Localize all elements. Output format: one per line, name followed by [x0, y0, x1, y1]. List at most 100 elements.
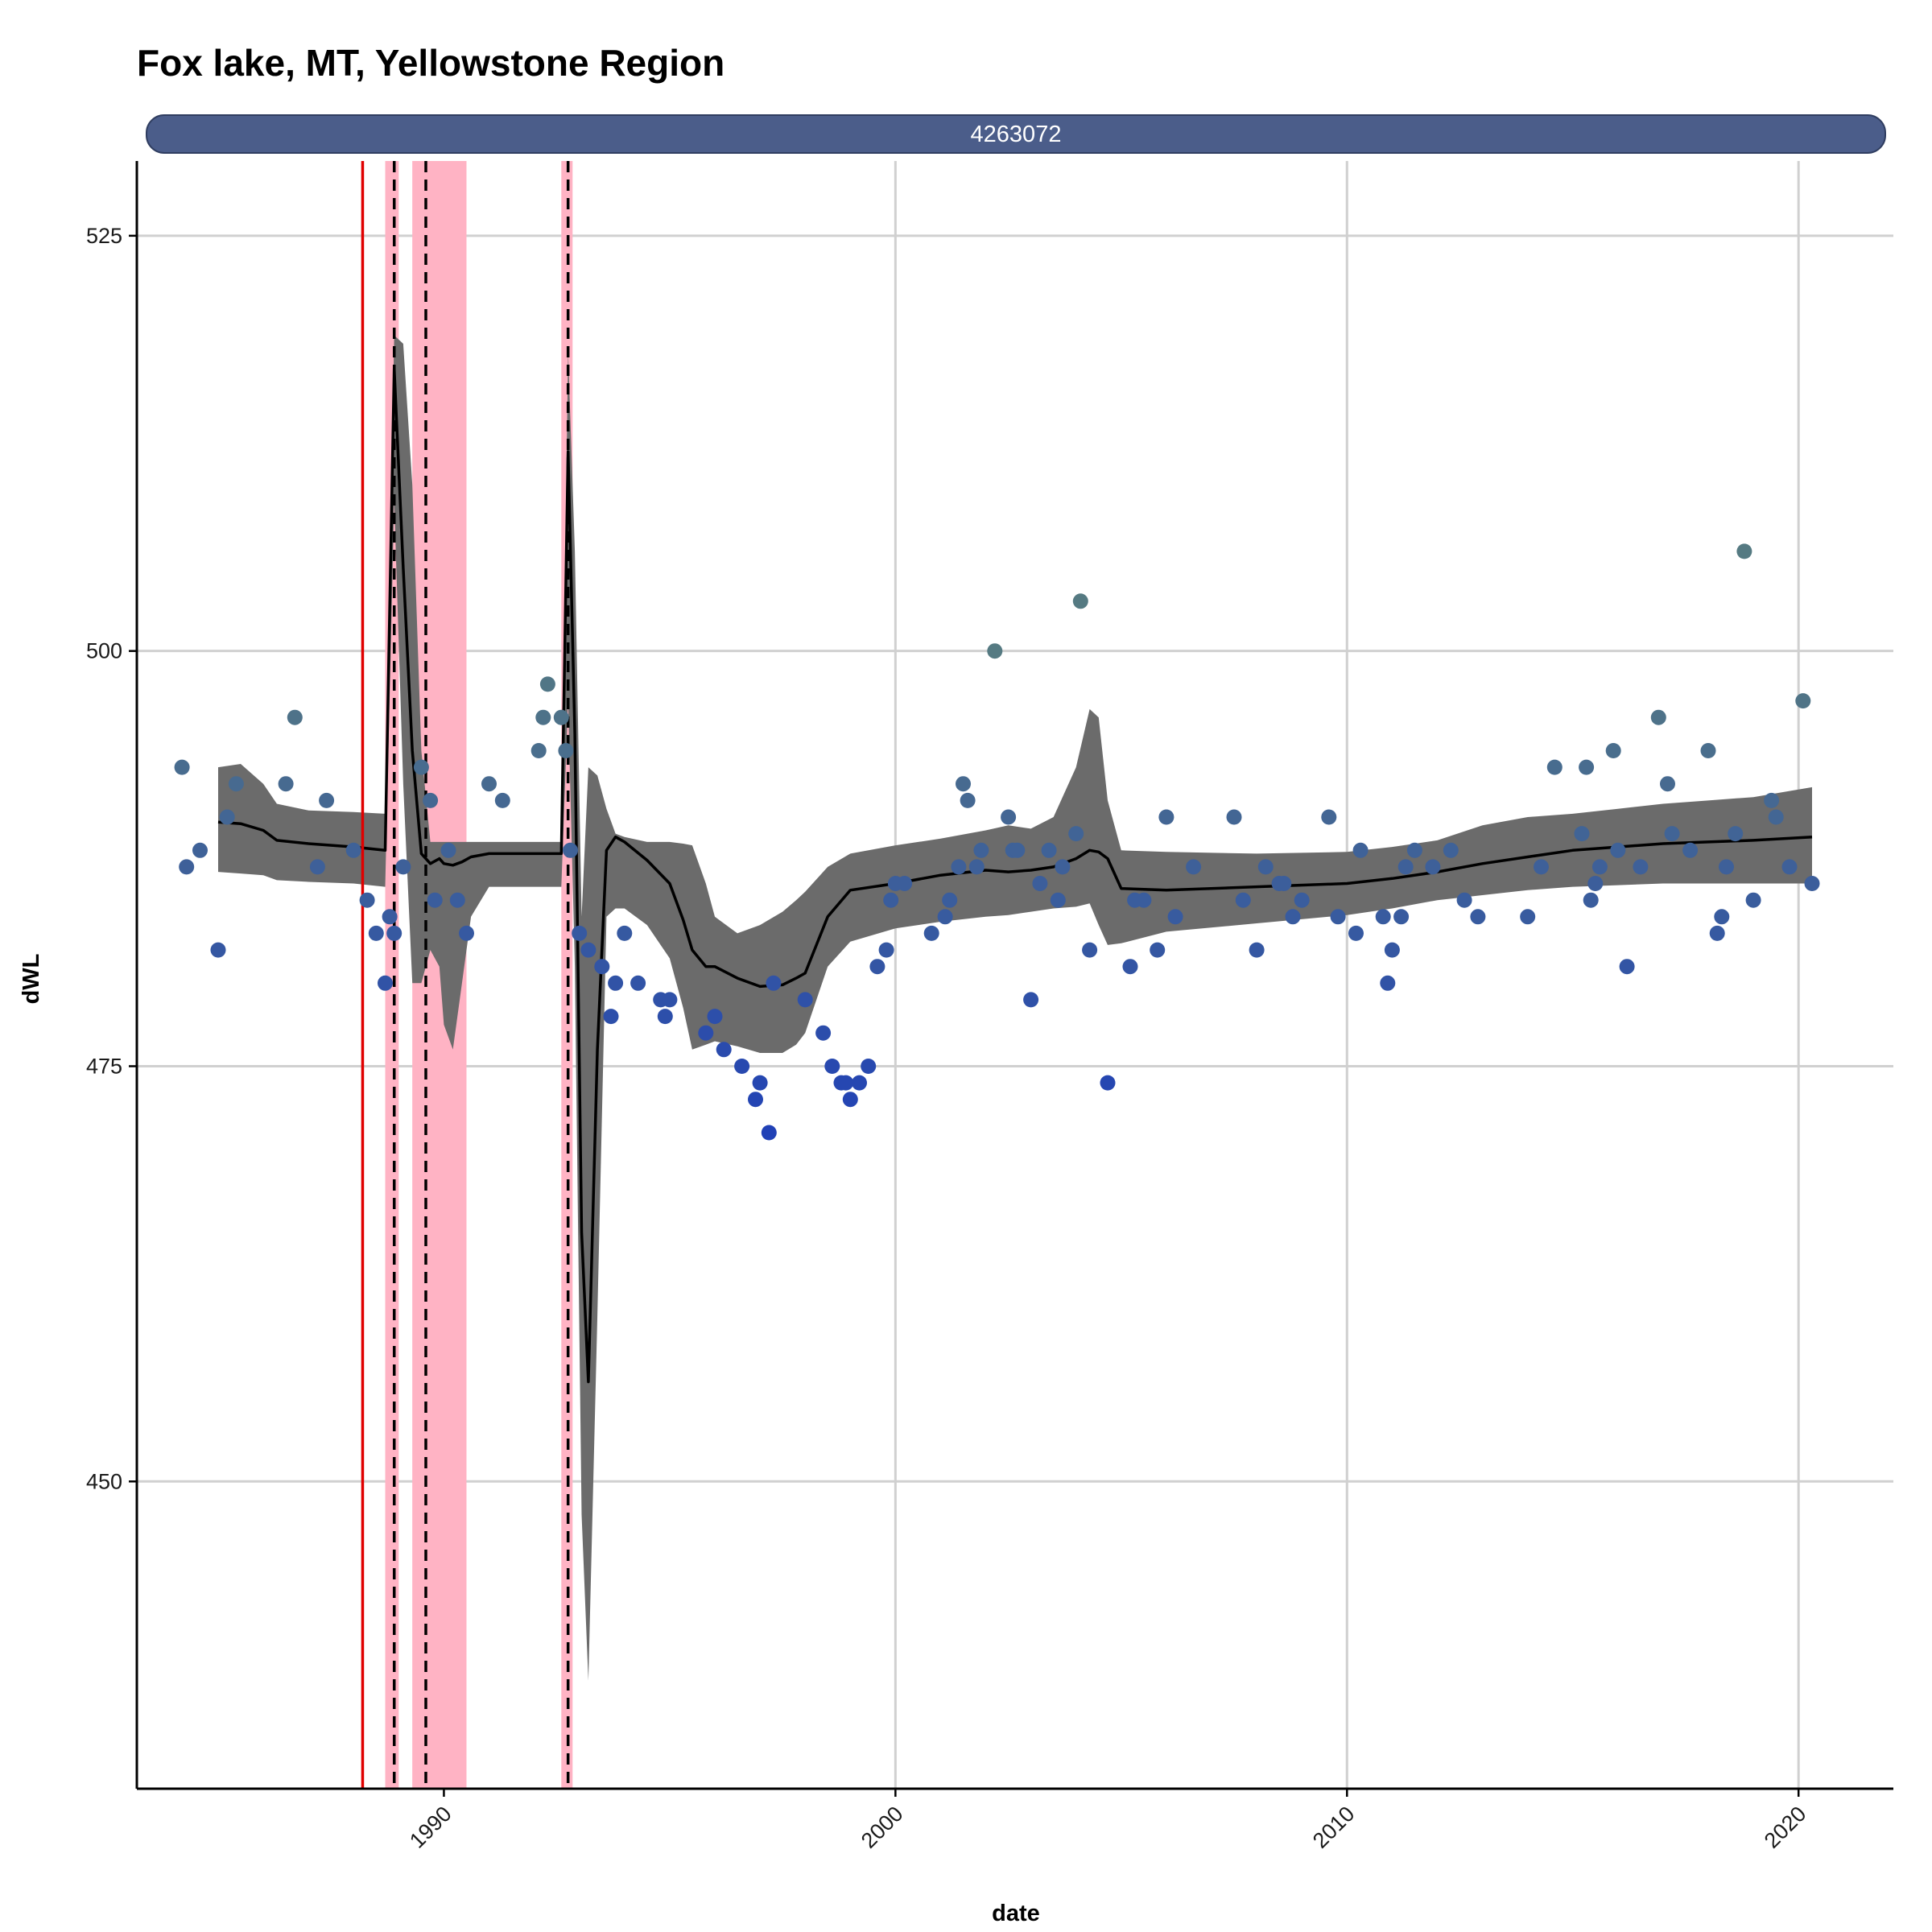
y-tick-label: 450 — [86, 1469, 122, 1493]
data-point — [535, 709, 551, 725]
data-point — [1321, 809, 1337, 825]
y-axis-title: dWL — [19, 954, 44, 1005]
data-point — [174, 759, 190, 775]
data-point — [1534, 859, 1549, 875]
data-point — [563, 842, 578, 858]
data-point — [1285, 909, 1301, 925]
data-point — [1122, 959, 1138, 975]
data-point — [459, 925, 474, 941]
data-point — [937, 909, 953, 925]
data-point — [1348, 925, 1364, 941]
data-point — [1745, 892, 1761, 908]
chart-title: Fox lake, MT, Yellowstone Region — [137, 42, 724, 84]
data-point — [824, 1059, 840, 1074]
data-point — [797, 992, 813, 1008]
data-point — [734, 1059, 750, 1074]
data-point — [572, 925, 588, 941]
data-point — [1397, 859, 1414, 875]
data-point — [1235, 892, 1251, 908]
data-point — [1443, 842, 1459, 858]
data-point — [553, 709, 569, 725]
data-point — [869, 959, 886, 975]
data-point — [1682, 842, 1699, 858]
data-point — [210, 942, 226, 958]
data-point — [1186, 859, 1202, 875]
data-point — [1768, 809, 1784, 825]
data-point — [1375, 909, 1391, 925]
data-point — [748, 1092, 763, 1108]
data-point — [1736, 543, 1752, 559]
data-point — [1605, 743, 1621, 758]
data-point — [1546, 759, 1563, 775]
data-point — [1633, 859, 1649, 875]
data-point — [923, 925, 939, 941]
data-point — [1587, 876, 1604, 891]
y-tick-label: 525 — [86, 224, 122, 248]
data-point — [278, 776, 294, 792]
data-point — [1082, 942, 1098, 958]
data-point — [1393, 909, 1410, 925]
data-point — [594, 959, 610, 975]
data-point — [440, 842, 456, 858]
data-point — [956, 776, 971, 792]
data-point — [219, 809, 235, 825]
data-point — [630, 975, 646, 991]
data-point — [449, 892, 465, 908]
data-point — [1330, 909, 1346, 925]
data-point — [1660, 776, 1675, 792]
data-point — [1032, 876, 1048, 891]
data-point — [1068, 826, 1084, 842]
data-point — [861, 1059, 877, 1074]
data-point — [423, 792, 439, 808]
data-point — [878, 942, 894, 958]
y-tick-label: 500 — [86, 639, 122, 663]
data-point — [617, 925, 633, 941]
data-point — [1380, 975, 1396, 991]
facet-strip — [146, 114, 1886, 154]
data-point — [558, 743, 574, 758]
data-point — [1700, 743, 1716, 758]
data-point — [481, 776, 497, 792]
data-point — [309, 859, 325, 875]
data-point — [1158, 809, 1174, 825]
data-point — [1520, 909, 1536, 925]
data-point — [608, 975, 624, 991]
data-point — [1384, 942, 1400, 958]
data-point — [1150, 942, 1166, 958]
data-point — [1050, 892, 1066, 908]
data-point — [842, 1092, 858, 1108]
data-point — [530, 743, 547, 758]
data-point — [1100, 1075, 1116, 1091]
data-point — [1574, 826, 1590, 842]
data-point — [1072, 593, 1088, 609]
data-point — [1425, 859, 1441, 875]
data-point — [580, 942, 597, 958]
data-point — [897, 876, 913, 891]
axes — [129, 161, 1893, 1797]
y-tick-labels: 450 475 500 525 — [86, 224, 122, 1493]
data-point — [1041, 842, 1057, 858]
data-point — [1055, 859, 1071, 875]
data-point — [1583, 892, 1599, 908]
shaded-period-1 — [385, 161, 399, 1789]
data-point — [603, 1009, 619, 1025]
data-point — [657, 1009, 673, 1025]
data-point — [1781, 859, 1798, 875]
data-point — [838, 1075, 854, 1091]
data-point — [815, 1025, 832, 1041]
data-point — [192, 842, 208, 858]
data-point — [1664, 826, 1680, 842]
event-lines — [361, 161, 570, 1789]
data-point — [368, 925, 384, 941]
data-point — [1728, 826, 1744, 842]
data-point — [179, 859, 195, 875]
data-point — [1023, 992, 1039, 1008]
data-point — [1257, 859, 1274, 875]
data-point — [413, 759, 429, 775]
data-point — [1579, 759, 1595, 775]
data-point — [319, 792, 335, 808]
data-point — [951, 859, 967, 875]
data-point — [1456, 892, 1472, 908]
data-point — [386, 925, 402, 941]
